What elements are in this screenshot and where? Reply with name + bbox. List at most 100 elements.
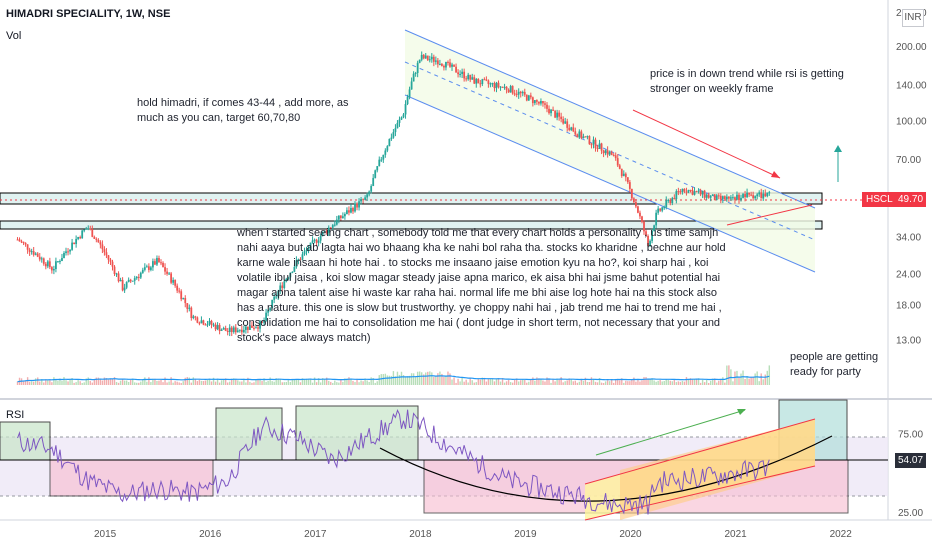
volume-bar bbox=[309, 379, 312, 385]
volume-bar bbox=[499, 381, 502, 385]
price-tick-label: 70.00 bbox=[896, 155, 921, 166]
candle bbox=[139, 271, 142, 280]
time-axis[interactable]: 2015 2016 2017 2018 2019 2020 2021 2022 bbox=[94, 529, 852, 540]
volume-bar bbox=[330, 381, 332, 385]
candle bbox=[113, 265, 116, 277]
candle bbox=[643, 220, 645, 235]
volume-bar bbox=[289, 381, 292, 385]
volume-bar bbox=[222, 380, 225, 385]
volume-bar bbox=[132, 378, 134, 385]
volume-bar bbox=[37, 377, 39, 385]
volume-bar bbox=[631, 379, 633, 385]
volume-bar bbox=[168, 381, 170, 385]
rsi-box-4[interactable] bbox=[295, 405, 419, 461]
candle bbox=[180, 289, 183, 302]
volume-bar bbox=[212, 377, 215, 385]
candle bbox=[677, 187, 680, 196]
volume-bar bbox=[722, 377, 724, 385]
volume-bar bbox=[326, 377, 328, 385]
candle bbox=[764, 189, 767, 198]
volume-bar bbox=[176, 381, 178, 385]
note-trend[interactable]: price is in down trend while rsi is gett… bbox=[650, 68, 844, 95]
volume-bar bbox=[277, 378, 279, 385]
candle bbox=[489, 82, 492, 88]
volume-bar bbox=[180, 382, 182, 385]
volume-bar bbox=[683, 381, 686, 385]
volume-bar bbox=[437, 373, 439, 385]
note-hold[interactable]: hold himadri, if comes 43-44 , add more,… bbox=[137, 97, 349, 124]
volume-bar bbox=[279, 379, 281, 385]
volume-bar bbox=[669, 380, 671, 385]
rsi-box-1[interactable] bbox=[0, 421, 51, 461]
volume-bar bbox=[744, 378, 746, 385]
candle bbox=[760, 188, 763, 199]
volume-bar bbox=[572, 381, 574, 385]
volume-bar bbox=[275, 378, 277, 385]
volume-bar bbox=[742, 370, 744, 385]
candle bbox=[693, 187, 696, 196]
volume-bar bbox=[73, 382, 75, 385]
candle bbox=[63, 251, 65, 259]
note-personality[interactable]: when i started seeing chart , somebody t… bbox=[237, 227, 726, 344]
volume-bar bbox=[352, 380, 354, 385]
volume-bar bbox=[515, 378, 518, 385]
candle bbox=[725, 194, 728, 202]
volume-bar bbox=[538, 378, 540, 385]
volume-bar bbox=[653, 380, 655, 385]
candle bbox=[756, 192, 759, 200]
candle bbox=[453, 64, 455, 67]
support-zone-upper[interactable] bbox=[0, 192, 823, 205]
volume-bar bbox=[552, 379, 554, 385]
candle bbox=[346, 207, 348, 215]
trend-arrow-red[interactable] bbox=[632, 109, 781, 179]
candle bbox=[584, 136, 587, 138]
volume-bar bbox=[95, 377, 98, 385]
volume-bar bbox=[578, 381, 581, 385]
volume-bar bbox=[469, 378, 471, 385]
price-axis[interactable]: 275.00200.00140.00100.0070.0034.0024.001… bbox=[896, 8, 927, 346]
red-trendline[interactable] bbox=[726, 204, 813, 226]
candle bbox=[293, 264, 296, 273]
support-zone-lower[interactable] bbox=[0, 220, 823, 230]
last-price-badge: 49.70 bbox=[895, 192, 927, 207]
note-party[interactable]: people are getting ready for party bbox=[790, 351, 879, 378]
volume-bar bbox=[204, 380, 207, 385]
candle bbox=[574, 127, 577, 137]
volume-bar bbox=[718, 380, 720, 385]
candle bbox=[232, 325, 235, 334]
volume-bar bbox=[687, 379, 690, 385]
candle bbox=[184, 295, 187, 308]
candle bbox=[649, 239, 651, 247]
candle bbox=[67, 248, 69, 256]
volume-bar bbox=[271, 381, 273, 385]
candle bbox=[483, 77, 486, 81]
volume-bar bbox=[582, 380, 585, 385]
volume-bar bbox=[117, 382, 120, 385]
volume-bar bbox=[659, 379, 661, 385]
candle bbox=[119, 277, 122, 282]
currency-button[interactable]: INR bbox=[902, 9, 924, 27]
candle bbox=[89, 225, 92, 231]
candle bbox=[222, 326, 225, 330]
volume-bar bbox=[93, 379, 96, 385]
volume-bar bbox=[190, 382, 193, 385]
candle bbox=[527, 94, 530, 101]
volume-bar bbox=[388, 375, 391, 385]
candle bbox=[515, 89, 518, 98]
volume-bar bbox=[453, 377, 455, 385]
candle bbox=[273, 292, 276, 304]
candle bbox=[354, 201, 356, 213]
candle bbox=[378, 156, 381, 167]
rsi-rounding-curve[interactable] bbox=[379, 435, 833, 502]
volume-bar bbox=[382, 374, 385, 385]
candle bbox=[608, 150, 611, 157]
rsi-box-3[interactable] bbox=[215, 407, 283, 461]
candle bbox=[620, 168, 623, 178]
rsi-axis[interactable]: 75.00 25.00 bbox=[898, 430, 923, 520]
volume-bar bbox=[350, 378, 352, 385]
candle bbox=[38, 253, 41, 262]
candle bbox=[48, 257, 51, 270]
rsi-arrow-green[interactable] bbox=[595, 409, 746, 456]
candle bbox=[388, 138, 391, 147]
volume-bar bbox=[281, 382, 283, 385]
